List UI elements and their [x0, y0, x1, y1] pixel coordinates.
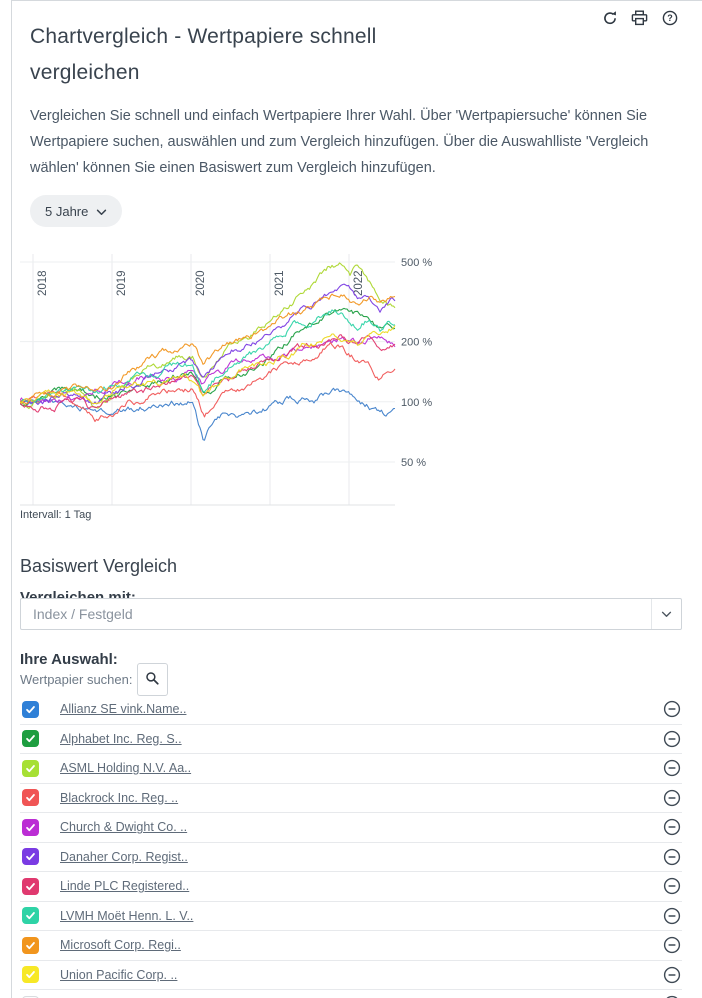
security-row: Blackrock Inc. Reg. ..: [20, 784, 682, 813]
svg-text:2020: 2020: [195, 270, 207, 296]
series-checkbox-checked[interactable]: [22, 907, 39, 925]
security-link[interactable]: Linde PLC Registered..: [60, 879, 190, 894]
svg-text:200 %: 200 %: [401, 337, 432, 349]
security-row: Church & Dwight Co. ..: [20, 813, 682, 843]
minus-circle-icon: [663, 819, 681, 836]
remove-security-button[interactable]: [663, 789, 681, 807]
minus-circle-icon: [663, 701, 681, 718]
security-row: Allianz SE vink.Name..: [20, 695, 682, 725]
svg-text:50 %: 50 %: [401, 457, 426, 469]
checkmark-icon: [26, 764, 35, 772]
security-link[interactable]: Allianz SE vink.Name..: [60, 702, 187, 717]
performance-chart[interactable]: 2018 2019 2020 2021 2022 500 % 200 % 100 % 50 %: [19, 248, 450, 510]
series-checkbox-checked[interactable]: [22, 700, 39, 718]
remove-security-button[interactable]: [663, 818, 681, 836]
minus-circle-icon: [663, 937, 681, 954]
security-link[interactable]: LVMH Moët Henn. L. V..: [60, 908, 194, 923]
security-search-button[interactable]: [137, 663, 168, 696]
basiswert-heading: Basiswert Vergleich: [20, 555, 178, 576]
remove-security-button[interactable]: [663, 995, 681, 998]
security-row: ASML Holding N.V. Aa..: [20, 754, 682, 784]
remove-security-button[interactable]: [663, 966, 681, 984]
your-selection-label: Ihre Auswahl:: [20, 651, 118, 668]
series-checkbox-checked[interactable]: [22, 818, 39, 836]
security-row: Danaher Corp. Regist..: [20, 843, 682, 872]
chevron-down-icon: [651, 599, 681, 629]
period-selector-button[interactable]: 5 Jahre: [30, 195, 123, 227]
period-selector-label: 5 Jahre: [45, 203, 89, 219]
chevron-down-icon: [96, 204, 107, 219]
checkmark-icon: [26, 735, 35, 743]
header-actions: ?: [601, 9, 678, 26]
checkmark-icon: [26, 912, 35, 920]
series-checkbox-checked[interactable]: [22, 966, 39, 984]
security-link[interactable]: Church & Dwight Co. ..: [60, 820, 188, 835]
minus-circle-icon: [663, 878, 681, 895]
security-link[interactable]: Microsoft Corp. Regi..: [60, 938, 181, 953]
print-button[interactable]: [631, 9, 648, 26]
remove-security-button[interactable]: [663, 907, 681, 925]
remove-security-button[interactable]: [663, 759, 681, 777]
security-link[interactable]: Alphabet Inc. Reg. S..: [60, 731, 182, 746]
minus-circle-icon: [666, 996, 678, 998]
minus-circle-icon: [663, 789, 681, 806]
chart-canvas: 2018 2019 2020 2021 2022 500 % 200 % 100 % 50 %: [19, 254, 432, 506]
minus-circle-icon: [663, 848, 681, 865]
content-card: [11, 0, 702, 998]
refresh-icon: [602, 10, 618, 26]
help-icon: ?: [662, 10, 678, 26]
security-link[interactable]: Blackrock Inc. Reg. ..: [60, 790, 179, 805]
svg-text:100 %: 100 %: [401, 397, 432, 409]
remove-security-button[interactable]: [663, 936, 681, 954]
compare-select-value: Index / Festgeld: [33, 606, 133, 622]
minus-circle-icon: [663, 907, 681, 924]
checkmark-icon: [26, 705, 35, 713]
security-link[interactable]: ASML Holding N.V. Aa..: [60, 761, 192, 776]
checkmark-icon: [26, 971, 35, 979]
minus-circle-icon: [663, 730, 681, 747]
remove-security-button[interactable]: [663, 730, 681, 748]
security-row: Linde PLC Registered..: [20, 872, 682, 902]
search-icon: [145, 671, 160, 689]
svg-text:2019: 2019: [116, 270, 128, 296]
intro-text: Vergleichen Sie schnell und einfach Wert…: [30, 107, 649, 176]
checkmark-icon: [26, 882, 35, 890]
series-checkbox-checked[interactable]: [22, 936, 39, 954]
series-checkbox-checked[interactable]: [22, 877, 39, 895]
remove-security-button[interactable]: [663, 877, 681, 895]
svg-text:2018: 2018: [37, 270, 49, 296]
security-search-label: Wertpapier suchen:: [20, 672, 133, 687]
series-checkbox-checked[interactable]: [22, 730, 39, 748]
help-button[interactable]: ?: [661, 9, 678, 26]
remove-security-button[interactable]: [663, 848, 681, 866]
checkmark-icon: [26, 941, 35, 949]
checkmark-icon: [26, 794, 35, 802]
security-row: Microsoft Corp. Regi..: [20, 931, 682, 961]
checkmark-icon: [26, 823, 35, 831]
security-row: [20, 990, 682, 998]
security-link[interactable]: Danaher Corp. Regist..: [60, 849, 188, 864]
svg-text:500 %: 500 %: [401, 257, 432, 269]
series-checkbox-checked[interactable]: [22, 848, 39, 866]
checkmark-icon: [26, 853, 35, 861]
compare-select[interactable]: Index / Festgeld: [20, 598, 682, 630]
refresh-button[interactable]: [601, 9, 618, 26]
securities-list: Allianz SE vink.Name.. Alphabet Inc. Reg.…: [20, 695, 682, 998]
security-link[interactable]: Union Pacific Corp. ..: [60, 967, 178, 982]
minus-circle-icon: [663, 760, 681, 777]
series-checkbox-checked[interactable]: [22, 789, 39, 807]
remove-security-button[interactable]: [663, 700, 681, 718]
security-row: LVMH Moët Henn. L. V..: [20, 902, 682, 931]
security-row: Union Pacific Corp. ..: [20, 961, 682, 990]
svg-text:2021: 2021: [274, 270, 286, 296]
printer-icon: [631, 10, 648, 26]
security-row: Alphabet Inc. Reg. S..: [20, 725, 682, 754]
minus-circle-icon: [663, 966, 681, 983]
page-title: Chartvergleich - Wertpapiere schnell ver…: [30, 25, 377, 85]
svg-text:2022: 2022: [353, 270, 365, 296]
interval-note: Intervall: 1 Tag: [20, 509, 92, 521]
series-checkbox-checked[interactable]: [22, 759, 39, 777]
svg-text:?: ?: [667, 13, 673, 23]
